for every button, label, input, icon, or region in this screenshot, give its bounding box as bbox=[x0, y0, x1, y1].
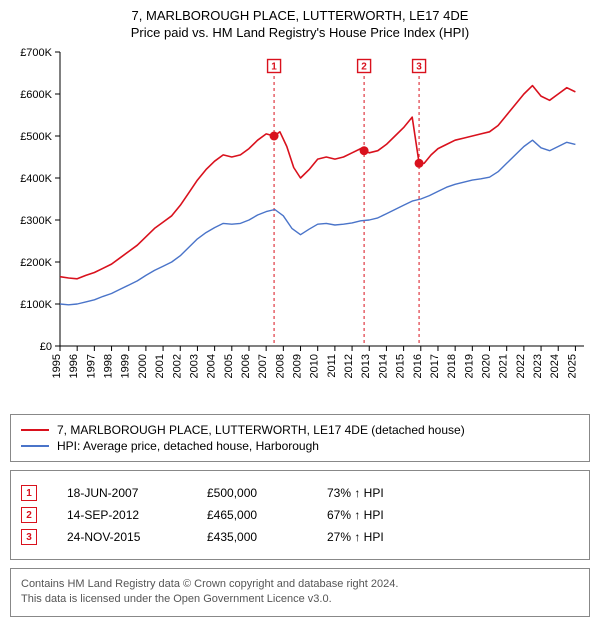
x-tick-label: 1997 bbox=[85, 354, 97, 378]
series-hpi bbox=[60, 140, 575, 305]
x-tick-label: 2005 bbox=[223, 354, 235, 378]
sale-event-marker: 1 bbox=[21, 485, 37, 501]
x-tick-label: 2011 bbox=[326, 354, 338, 378]
x-tick-label: 2000 bbox=[137, 354, 149, 378]
x-tick-label: 2017 bbox=[429, 354, 441, 378]
x-tick-label: 2013 bbox=[360, 354, 372, 378]
y-tick-label: £200K bbox=[20, 257, 52, 269]
x-tick-label: 2002 bbox=[171, 354, 183, 378]
x-tick-label: 2009 bbox=[292, 354, 304, 378]
x-tick-label: 2010 bbox=[309, 354, 321, 378]
y-tick-label: £300K bbox=[20, 215, 52, 227]
legend-label: 7, MARLBOROUGH PLACE, LUTTERWORTH, LE17 … bbox=[57, 423, 465, 437]
sale-marker-number: 2 bbox=[361, 62, 367, 73]
x-tick-label: 2001 bbox=[154, 354, 166, 378]
x-tick-label: 2024 bbox=[549, 354, 561, 378]
sale-event-date: 24-NOV-2015 bbox=[67, 530, 177, 544]
sale-event-marker: 3 bbox=[21, 529, 37, 545]
sale-event-hpi: 27% ↑ HPI bbox=[327, 530, 579, 544]
sale-event-row: 2 14-SEP-2012 £465,000 67% ↑ HPI bbox=[21, 507, 579, 523]
y-tick-label: £600K bbox=[20, 89, 52, 101]
sale-event-row: 1 18-JUN-2007 £500,000 73% ↑ HPI bbox=[21, 485, 579, 501]
x-tick-label: 2021 bbox=[498, 354, 510, 378]
footer-line1: Contains HM Land Registry data © Crown c… bbox=[21, 577, 579, 592]
sale-dot bbox=[415, 159, 424, 168]
x-tick-label: 2007 bbox=[257, 354, 269, 378]
sale-dot bbox=[270, 132, 279, 141]
sale-event-marker: 2 bbox=[21, 507, 37, 523]
x-tick-label: 2023 bbox=[532, 354, 544, 378]
legend-swatch bbox=[21, 429, 49, 431]
x-tick-label: 2015 bbox=[395, 354, 407, 378]
x-tick-label: 2004 bbox=[206, 354, 218, 378]
sale-event-price: £465,000 bbox=[207, 508, 297, 522]
legend-item: HPI: Average price, detached house, Harb… bbox=[21, 439, 579, 453]
y-tick-label: £700K bbox=[20, 47, 52, 59]
price-chart: £0 £100K £200K £300K £400K £500K £600K £700K 199… bbox=[10, 46, 590, 406]
sale-event-date: 18-JUN-2007 bbox=[67, 486, 177, 500]
legend-item: 7, MARLBOROUGH PLACE, LUTTERWORTH, LE17 … bbox=[21, 423, 579, 437]
x-tick-label: 2019 bbox=[463, 354, 475, 378]
chart-title-block: 7, MARLBOROUGH PLACE, LUTTERWORTH, LE17 … bbox=[10, 8, 590, 40]
sale-dot bbox=[360, 146, 369, 155]
sale-event-price: £500,000 bbox=[207, 486, 297, 500]
x-tick-label: 1998 bbox=[103, 354, 115, 378]
x-tick-label: 2014 bbox=[377, 354, 389, 378]
legend-swatch bbox=[21, 445, 49, 447]
x-tick-label: 1995 bbox=[51, 354, 63, 378]
x-tick-label: 1996 bbox=[68, 354, 80, 378]
sale-event-date: 14-SEP-2012 bbox=[67, 508, 177, 522]
x-tick-label: 2008 bbox=[274, 354, 286, 378]
x-tick-label: 2003 bbox=[188, 354, 200, 378]
footer-line2: This data is licensed under the Open Gov… bbox=[21, 592, 579, 607]
sale-event-hpi: 67% ↑ HPI bbox=[327, 508, 579, 522]
x-tick-label: 2018 bbox=[446, 354, 458, 378]
sale-events-table: 1 18-JUN-2007 £500,000 73% ↑ HPI 2 14-SEP-201… bbox=[10, 470, 590, 560]
chart-title-line2: Price paid vs. HM Land Registry's House … bbox=[10, 25, 590, 40]
x-tick-label: 2006 bbox=[240, 354, 252, 378]
y-tick-label: £0 bbox=[40, 341, 52, 353]
chart-title-line1: 7, MARLBOROUGH PLACE, LUTTERWORTH, LE17 … bbox=[10, 8, 590, 23]
attribution-footer: Contains HM Land Registry data © Crown c… bbox=[10, 568, 590, 617]
sale-marker-number: 1 bbox=[271, 62, 277, 73]
x-tick-label: 2020 bbox=[481, 354, 493, 378]
sale-event-price: £435,000 bbox=[207, 530, 297, 544]
y-tick-label: £500K bbox=[20, 131, 52, 143]
x-tick-label: 2025 bbox=[566, 354, 578, 378]
x-tick-label: 1999 bbox=[120, 354, 132, 378]
sale-event-hpi: 73% ↑ HPI bbox=[327, 486, 579, 500]
x-tick-label: 2012 bbox=[343, 354, 355, 378]
sale-marker-number: 3 bbox=[416, 62, 422, 73]
y-tick-label: £100K bbox=[20, 299, 52, 311]
x-tick-label: 2022 bbox=[515, 354, 527, 378]
x-tick-label: 2016 bbox=[412, 354, 424, 378]
sale-event-row: 3 24-NOV-2015 £435,000 27% ↑ HPI bbox=[21, 529, 579, 545]
legend-label: HPI: Average price, detached house, Harb… bbox=[57, 439, 319, 453]
y-tick-label: £400K bbox=[20, 173, 52, 185]
series-property bbox=[60, 86, 575, 279]
legend: 7, MARLBOROUGH PLACE, LUTTERWORTH, LE17 … bbox=[10, 414, 590, 462]
